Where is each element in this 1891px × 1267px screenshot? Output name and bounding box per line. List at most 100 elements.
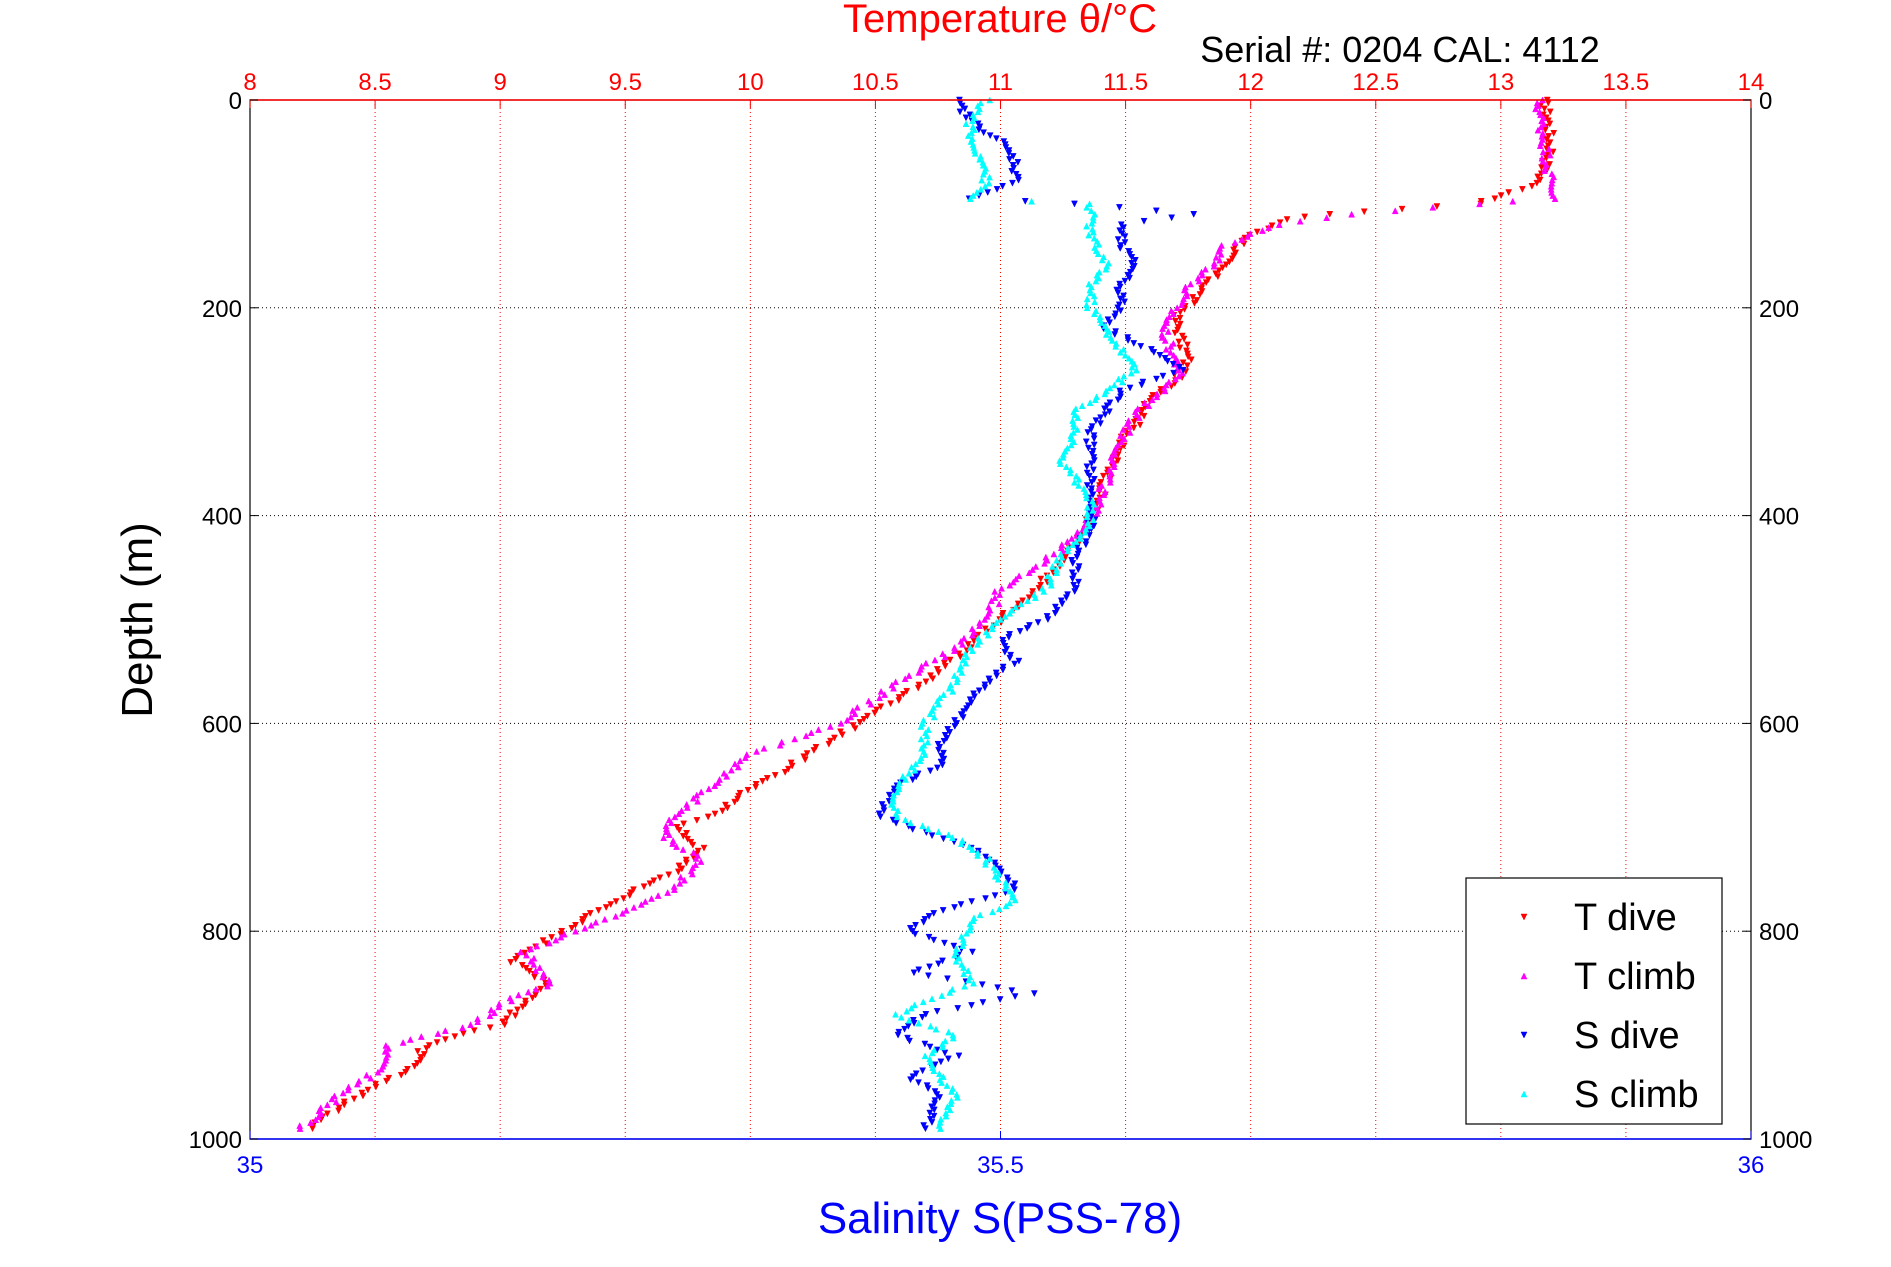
data-point bbox=[679, 846, 687, 853]
data-point bbox=[964, 967, 972, 974]
data-point bbox=[1238, 235, 1246, 243]
data-point bbox=[527, 945, 535, 953]
series-s-dive bbox=[875, 96, 1198, 1133]
data-point bbox=[660, 834, 668, 841]
data-point bbox=[962, 659, 970, 667]
legend-marker bbox=[1520, 913, 1528, 921]
data-point bbox=[507, 959, 515, 966]
data-point bbox=[940, 691, 947, 698]
data-point bbox=[897, 1013, 905, 1021]
temperature-tick-label: 11.5 bbox=[1103, 69, 1148, 96]
depth-tick-label-right: 400 bbox=[1759, 504, 1799, 531]
data-point bbox=[1023, 625, 1031, 632]
data-point bbox=[1037, 575, 1045, 583]
data-point bbox=[1191, 300, 1198, 307]
data-point bbox=[491, 1009, 498, 1017]
data-point bbox=[971, 149, 979, 157]
data-point bbox=[969, 948, 976, 956]
data-point bbox=[689, 841, 697, 849]
data-point bbox=[1398, 205, 1406, 213]
data-point bbox=[382, 1041, 390, 1049]
data-point bbox=[911, 766, 919, 774]
data-point bbox=[1116, 204, 1123, 211]
data-point bbox=[984, 631, 992, 639]
data-point bbox=[1081, 528, 1089, 536]
data-point bbox=[383, 1077, 390, 1085]
data-point bbox=[1073, 553, 1081, 561]
data-point bbox=[1156, 352, 1164, 359]
data-point bbox=[976, 622, 983, 629]
data-point bbox=[961, 982, 969, 990]
data-point bbox=[640, 883, 648, 891]
data-point bbox=[963, 929, 971, 937]
data-point bbox=[1090, 435, 1098, 443]
data-point bbox=[951, 951, 958, 959]
data-point bbox=[1008, 987, 1016, 995]
data-point bbox=[1057, 559, 1065, 567]
data-point bbox=[1071, 200, 1078, 208]
data-point bbox=[1111, 331, 1119, 339]
data-point bbox=[688, 870, 696, 878]
data-point bbox=[926, 710, 934, 718]
data-point bbox=[1198, 271, 1206, 279]
data-point bbox=[665, 831, 673, 838]
data-point bbox=[332, 1098, 340, 1106]
data-point bbox=[1051, 610, 1059, 617]
data-point bbox=[1083, 513, 1091, 520]
data-point bbox=[1097, 319, 1105, 326]
data-point bbox=[630, 903, 638, 911]
data-point bbox=[328, 1095, 336, 1103]
data-point bbox=[335, 1107, 343, 1115]
data-point bbox=[517, 948, 524, 956]
data-point bbox=[815, 726, 822, 733]
data-point bbox=[940, 835, 947, 843]
data-point bbox=[956, 108, 964, 116]
data-point bbox=[1165, 313, 1173, 320]
data-point bbox=[837, 719, 845, 727]
data-point bbox=[1118, 438, 1126, 446]
data-point bbox=[1050, 550, 1058, 558]
data-point bbox=[1171, 329, 1179, 337]
data-point bbox=[1546, 108, 1554, 116]
data-point bbox=[991, 587, 999, 595]
data-point bbox=[1161, 387, 1169, 395]
data-point bbox=[916, 757, 924, 765]
data-point bbox=[955, 1052, 963, 1060]
depth-tick-label-left: 600 bbox=[202, 711, 242, 738]
data-point bbox=[980, 129, 988, 137]
data-point bbox=[963, 653, 971, 661]
data-point bbox=[1476, 200, 1483, 208]
data-point bbox=[508, 997, 515, 1005]
data-point bbox=[1062, 463, 1070, 471]
data-point bbox=[1115, 375, 1122, 383]
series-s-climb bbox=[888, 96, 1140, 1132]
data-point bbox=[1082, 541, 1090, 549]
data-point bbox=[646, 880, 654, 888]
data-point bbox=[1011, 993, 1019, 1001]
temperature-tick-label: 14 bbox=[1738, 69, 1765, 96]
data-point bbox=[1114, 236, 1122, 244]
data-point bbox=[654, 892, 662, 899]
legend-marker bbox=[1520, 972, 1528, 980]
data-point bbox=[514, 1006, 521, 1014]
data-point bbox=[970, 979, 977, 987]
data-point bbox=[620, 895, 628, 903]
data-point bbox=[941, 1049, 949, 1057]
data-point bbox=[309, 1125, 316, 1133]
data-point bbox=[586, 910, 594, 917]
data-point bbox=[981, 615, 989, 623]
data-point bbox=[619, 909, 626, 917]
data-point bbox=[523, 951, 530, 959]
data-point bbox=[902, 775, 909, 783]
data-point bbox=[1179, 369, 1186, 377]
data-point bbox=[1120, 372, 1128, 380]
data-point bbox=[912, 760, 920, 768]
data-point bbox=[945, 831, 953, 838]
data-point bbox=[959, 942, 967, 949]
data-point bbox=[877, 687, 885, 695]
data-point bbox=[945, 684, 953, 692]
depth-tick-label-right: 800 bbox=[1759, 919, 1799, 946]
data-point bbox=[901, 675, 909, 682]
data-point bbox=[1070, 438, 1078, 446]
data-point bbox=[1121, 351, 1129, 359]
